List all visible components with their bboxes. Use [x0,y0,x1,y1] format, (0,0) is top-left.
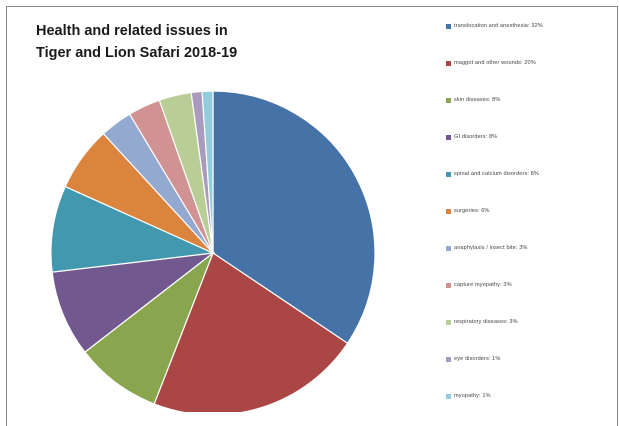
chart-title-line-1: Health and related issues in [36,23,228,39]
legend-item: translocation and anesthesia: 32% [446,21,543,31]
legend-item: anaphylaxis / insect bite: 3% [446,243,527,253]
legend-item: capture myopathy: 3% [446,280,512,290]
legend-swatch [446,23,451,29]
legend-label: GI disorders: 8% [454,134,498,140]
legend-label: maggot and other wounds: 20% [454,60,536,66]
legend-swatch [446,208,451,214]
legend-label: anaphylaxis / insect bite: 3% [454,245,528,251]
legend-item: respiratory diseases: 3% [446,317,518,327]
legend-label: translocation and anesthesia: 32% [454,23,543,29]
legend-swatch [446,60,451,66]
legend-label: capture myopathy: 3% [454,282,512,288]
legend-label: myopathy: 1% [454,393,491,399]
legend-item: GI disorders: 8% [446,132,497,142]
legend-swatch [446,134,451,140]
chart-title: Health and related issues in Tiger and L… [36,20,296,64]
legend-label: surgeries: 6% [454,208,490,214]
pie-slice-translocation-and-anesthesia [212,90,376,345]
pie-chart [50,90,376,412]
legend-swatch [446,245,451,251]
legend-swatch [446,282,451,288]
pie-slice-gi-disorders [51,252,216,354]
legend-label: skin diseases: 8% [454,97,501,103]
legend-swatch [446,171,451,177]
chart-frame [6,6,618,426]
legend-label: respiratory diseases: 3% [454,319,518,325]
legend-swatch [446,97,451,103]
legend-item: maggot and other wounds: 20% [446,58,536,68]
legend-label: spinal and calcium disorders: 8% [454,171,539,177]
chart-title-line-2: Tiger and Lion Safari 2018-19 [36,45,238,61]
legend-swatch [446,393,451,399]
legend-item: surgeries: 6% [446,206,490,216]
legend-label: eye disorders: 1% [454,356,501,362]
legend-swatch [446,319,451,325]
legend-swatch [446,356,451,362]
pie-slice-skin-diseases [84,251,215,405]
legend-item: skin diseases: 8% [446,95,500,105]
legend-item: spinal and calcium disorders: 8% [446,169,539,179]
legend-item: myopathy: 1% [446,391,491,401]
pie-slice-myopathy [201,90,214,254]
pie-slice-maggot-and-other-wounds [153,252,349,412]
legend-item: eye disorders: 1% [446,354,500,364]
pie-slice-spinal-and-calcium-disorders [50,185,216,273]
